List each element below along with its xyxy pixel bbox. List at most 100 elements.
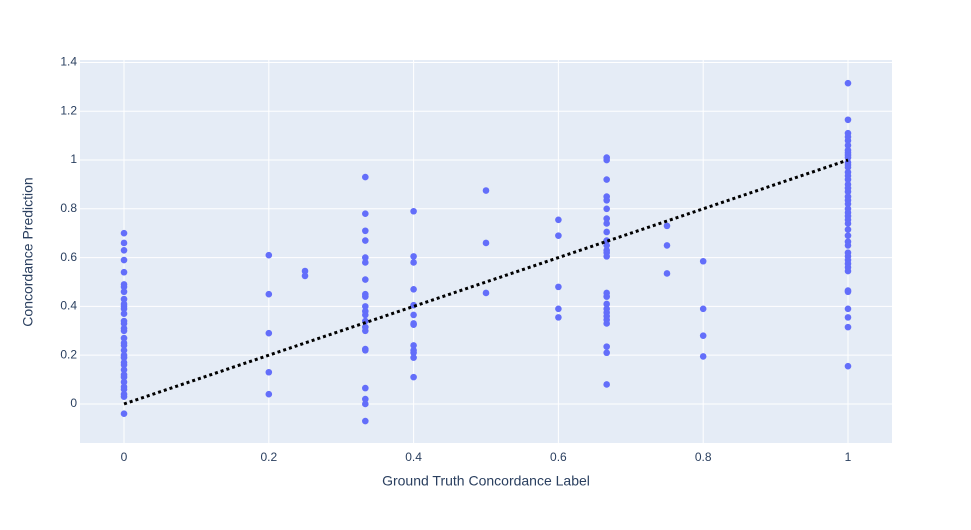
scatter-point: [362, 237, 369, 244]
scatter-point: [120, 361, 128, 369]
y-tick-label: 0.2: [60, 347, 77, 361]
scatter-point: [265, 329, 273, 337]
scatter-point: [120, 268, 128, 276]
scatter-point: [362, 346, 369, 354]
scatter-point: [844, 288, 852, 296]
scatter-point: [301, 267, 309, 275]
scatter-point: [555, 283, 562, 291]
scatter-point: [265, 368, 273, 376]
scatter-point: [603, 293, 610, 300]
scatter-point: [120, 288, 128, 296]
y-tick-label: 1.2: [60, 103, 77, 117]
scatter-point: [603, 205, 610, 213]
scatter-point: [603, 176, 610, 183]
scatter-point: [120, 305, 128, 313]
scatter-point: [844, 305, 852, 313]
scatter-point: [410, 321, 417, 328]
scatter-point: [410, 286, 417, 293]
x-tick-label: 0.4: [405, 450, 422, 464]
scatter-point: [362, 276, 369, 283]
scatter-point: [844, 116, 852, 124]
scatter-point: [603, 215, 610, 222]
scatter-point: [844, 164, 852, 171]
scatter-point: [844, 220, 852, 227]
scatter-point: [844, 323, 852, 331]
scatter-point: [120, 320, 128, 327]
scatter-point: [603, 320, 610, 327]
scatter-point: [362, 417, 369, 425]
scatter-point: [603, 253, 610, 260]
x-tick-label: 0.6: [550, 450, 567, 464]
scatter-point: [603, 300, 610, 308]
y-tick-label: 0: [70, 396, 77, 410]
scatter-point: [265, 290, 273, 298]
y-tick-label: 1: [70, 152, 77, 166]
scatter-point: [362, 173, 369, 181]
scatter-point: [362, 395, 369, 403]
scatter-point: [663, 222, 671, 230]
reference-line: [123, 158, 849, 406]
scatter-point: [120, 410, 128, 418]
scatter-point: [362, 210, 369, 217]
scatter-point: [663, 270, 671, 277]
scatter-point: [410, 207, 417, 215]
scatter-point: [410, 311, 417, 319]
scatter-point: [603, 220, 610, 227]
scatter-point: [603, 242, 610, 249]
scatter-point: [120, 378, 128, 386]
scatter-point: [362, 254, 369, 261]
scatter-point: [555, 216, 562, 224]
scatter-point: [844, 137, 852, 144]
scatter-point: [844, 200, 852, 208]
scatter-point: [844, 242, 852, 249]
scatter-point: [120, 346, 128, 354]
scatter-point: [699, 332, 707, 339]
scatter-point: [603, 349, 610, 357]
scatter-point: [603, 381, 610, 388]
scatter-point: [410, 349, 417, 357]
scatter-point: [699, 353, 707, 360]
scatter-point: [120, 386, 128, 393]
scatter-point: [410, 354, 417, 361]
scatter-point: [362, 303, 369, 310]
scatter-point: [844, 142, 852, 149]
scatter-point: [120, 239, 128, 247]
scatter-point: [362, 327, 369, 335]
scatter-point: [410, 253, 417, 260]
x-tick-label: 0: [121, 450, 128, 464]
scatter-point: [301, 272, 309, 280]
scatter-point: [603, 196, 610, 204]
y-tick-label: 1.4: [60, 55, 77, 69]
scatter-point: [410, 259, 417, 266]
scatter-point: [120, 310, 128, 318]
scatter-point: [555, 232, 562, 239]
scatter-point: [362, 293, 369, 300]
scatter-point: [362, 384, 369, 392]
scatter-point: [362, 259, 369, 266]
scatter-point: [120, 327, 128, 335]
scatter-point: [699, 257, 707, 265]
scatter-point: [844, 362, 852, 370]
scatter-point: [120, 229, 128, 237]
scatter-point: [120, 354, 128, 361]
scatter-point: [603, 156, 610, 164]
scatter-point: [362, 227, 369, 235]
scatter-point: [844, 267, 852, 275]
scatter-point: [603, 228, 610, 236]
y-axis-title: Concordance Prediction: [20, 177, 36, 326]
scatter-point: [844, 176, 852, 183]
scatter-point: [362, 311, 369, 319]
scatter-point: [265, 390, 273, 398]
x-tick-label: 1: [845, 450, 852, 464]
scatter-point: [120, 393, 128, 400]
scatter-point: [663, 242, 671, 249]
scatter-point: [482, 239, 490, 247]
scatter-point: [482, 289, 490, 297]
y-tick-label: 0.8: [60, 201, 77, 215]
scatter-point: [844, 79, 852, 87]
scatter-point: [362, 400, 369, 408]
scatter-point: [844, 232, 852, 239]
scatter-point: [844, 314, 852, 321]
scatter-point: [120, 246, 128, 254]
